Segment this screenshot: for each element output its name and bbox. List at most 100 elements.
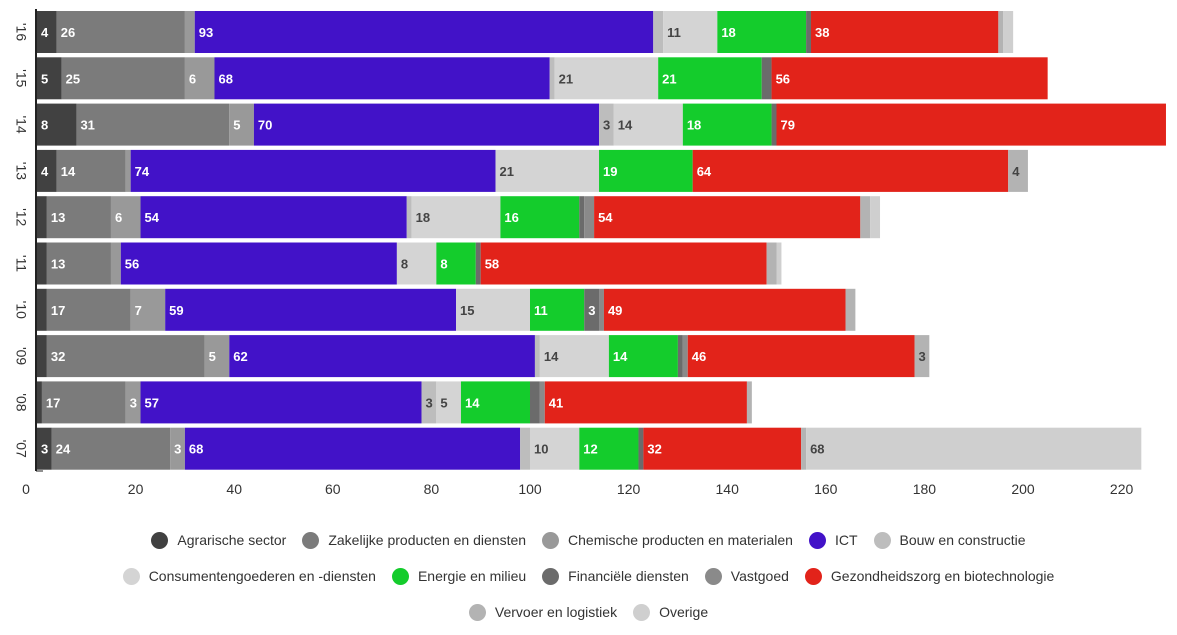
legend-label: Vervoer en logistiek bbox=[494, 604, 618, 620]
data-label: 19 bbox=[603, 164, 617, 179]
x-tick-label: 180 bbox=[913, 481, 937, 497]
legend-item[interactable]: Bouw en constructie bbox=[873, 531, 1026, 549]
data-label: 68 bbox=[189, 442, 203, 457]
bar-segment bbox=[771, 103, 777, 146]
legend-label: Vastgoed bbox=[730, 568, 789, 584]
x-tick-label: 160 bbox=[814, 481, 838, 497]
bar-segment bbox=[608, 335, 678, 378]
legend-item[interactable]: Overige bbox=[633, 603, 708, 621]
data-label: 16 bbox=[504, 210, 518, 225]
legend-swatch-icon bbox=[808, 531, 826, 549]
bar-segment bbox=[56, 11, 185, 53]
x-tick-label: 120 bbox=[617, 481, 641, 497]
bar-segment bbox=[599, 103, 614, 146]
data-label: 3 bbox=[174, 442, 181, 457]
legend-item[interactable]: Chemische producten en materialen bbox=[542, 531, 793, 549]
x-tick-label: 220 bbox=[1110, 481, 1134, 497]
data-label: 14 bbox=[618, 118, 633, 133]
category-label: '08 bbox=[13, 393, 29, 411]
x-tick-label: 100 bbox=[518, 481, 542, 497]
bar-segment bbox=[584, 196, 595, 239]
data-label: 6 bbox=[189, 71, 196, 86]
legend-item[interactable]: Agrarische sector bbox=[151, 531, 286, 549]
data-label: 18 bbox=[721, 25, 735, 40]
data-label: 64 bbox=[697, 164, 712, 179]
legend-item[interactable]: Financiële diensten bbox=[542, 567, 689, 585]
data-label: 13 bbox=[51, 257, 65, 272]
bar-segment bbox=[229, 103, 254, 146]
bar-segment bbox=[37, 427, 52, 470]
bar-segment bbox=[76, 103, 230, 146]
legend-item[interactable]: ICT bbox=[808, 531, 858, 549]
bar-segment bbox=[436, 242, 476, 285]
x-tick-label: 60 bbox=[325, 481, 341, 497]
data-label: 5 bbox=[440, 395, 447, 410]
data-label: 8 bbox=[401, 257, 408, 272]
data-label: 62 bbox=[233, 349, 247, 364]
legend-item[interactable]: Vervoer en logistiek bbox=[468, 603, 618, 621]
bar-segment bbox=[746, 381, 752, 424]
legend-swatch-icon bbox=[391, 567, 409, 585]
bar-segment bbox=[37, 11, 57, 53]
bar-segment bbox=[194, 11, 654, 53]
data-label: 5 bbox=[209, 349, 216, 364]
legend-label: Consumentengoederen en -diensten bbox=[148, 568, 376, 584]
bar-segment bbox=[658, 57, 762, 100]
bar-segment bbox=[110, 242, 121, 285]
data-label: 56 bbox=[125, 257, 139, 272]
legend-item[interactable]: Zakelijke producten en diensten bbox=[302, 531, 526, 549]
bar-segment bbox=[130, 149, 496, 192]
bar-segment bbox=[204, 335, 230, 378]
bar-segment bbox=[761, 57, 772, 100]
bar-segment bbox=[845, 288, 856, 331]
data-label: 3 bbox=[426, 395, 433, 410]
bar-segment bbox=[584, 288, 600, 331]
bar-segment bbox=[643, 427, 802, 470]
data-label: 21 bbox=[662, 71, 676, 86]
legend-item[interactable]: Energie en milieu bbox=[391, 567, 527, 585]
bar-segment bbox=[613, 103, 683, 146]
bar-segment bbox=[480, 242, 767, 285]
bar-segment bbox=[46, 288, 131, 331]
bar-segment bbox=[46, 242, 111, 285]
legend-swatch-icon bbox=[873, 531, 891, 549]
data-label: 68 bbox=[810, 442, 824, 457]
data-label: 56 bbox=[776, 71, 790, 86]
legend-item[interactable]: Vastgoed bbox=[704, 567, 789, 585]
data-label: 3 bbox=[130, 395, 137, 410]
bar-segment bbox=[554, 57, 659, 100]
bar-segment bbox=[599, 149, 693, 192]
legend-swatch-icon bbox=[633, 603, 651, 621]
bar-segment bbox=[806, 11, 812, 53]
legend-item[interactable]: Consumentengoederen en -diensten bbox=[122, 567, 376, 585]
data-label: 79 bbox=[781, 118, 795, 133]
data-label: 8 bbox=[440, 257, 447, 272]
bar-segment bbox=[37, 149, 57, 192]
category-label: '13 bbox=[13, 162, 29, 180]
bar-segment bbox=[534, 335, 540, 378]
data-label: 54 bbox=[145, 210, 160, 225]
legend-label: Bouw en constructie bbox=[899, 532, 1026, 548]
bar-segment bbox=[396, 242, 437, 285]
data-label: 54 bbox=[598, 210, 613, 225]
bar-segment bbox=[860, 196, 871, 239]
bar-segment bbox=[663, 11, 718, 53]
bar-segment bbox=[37, 288, 47, 331]
legend-item[interactable]: Gezondheidszorg en biotechnologie bbox=[804, 567, 1054, 585]
bar-segment bbox=[110, 196, 141, 239]
data-label: 17 bbox=[46, 395, 60, 410]
category-label: '10 bbox=[13, 301, 29, 319]
legend-label: Energie en milieu bbox=[417, 568, 527, 584]
data-label: 14 bbox=[465, 395, 480, 410]
bar-segment bbox=[717, 11, 807, 53]
bar-segment bbox=[184, 427, 521, 470]
bar-segment bbox=[120, 242, 397, 285]
bar-segment bbox=[682, 103, 772, 146]
data-label: 21 bbox=[499, 164, 513, 179]
bar-segment bbox=[130, 288, 166, 331]
category-label: '07 bbox=[13, 440, 29, 458]
category-label: '14 bbox=[13, 115, 29, 133]
bar-segment bbox=[214, 57, 550, 100]
bar-segment bbox=[229, 335, 535, 378]
bar-segment bbox=[539, 381, 545, 424]
